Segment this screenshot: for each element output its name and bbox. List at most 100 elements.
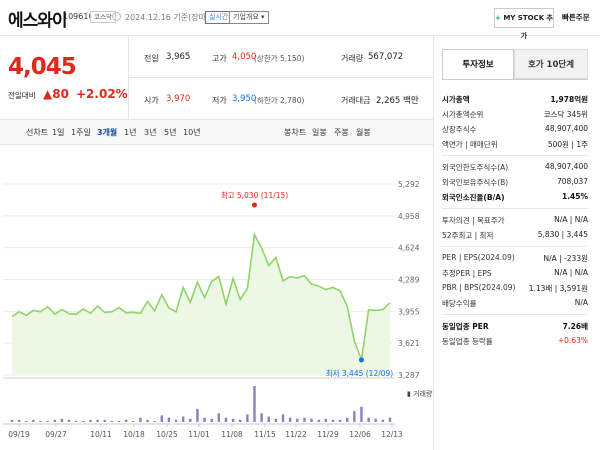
volume-legend: ▮ 거래량 xyxy=(407,389,433,398)
company-overview-button[interactable]: 기업개요 ▾ xyxy=(229,11,269,24)
info-value: 708,037 xyxy=(556,177,588,186)
tab-orderbook-10[interactable]: 호가 10단계 xyxy=(514,49,588,79)
price-point xyxy=(268,265,270,267)
volume-bar xyxy=(117,420,121,422)
price-point xyxy=(218,276,220,278)
volume-label: 거래량 xyxy=(341,54,364,63)
info-label: PBR | BPS(2024.09) xyxy=(442,283,516,292)
volume-bar xyxy=(367,417,370,422)
period-tab-bar xyxy=(0,119,433,145)
volume-bar xyxy=(174,419,178,422)
tab-3m[interactable]: 3개월 xyxy=(97,128,118,137)
volume-bar xyxy=(317,419,320,422)
info-label: 상장주식수 xyxy=(442,125,477,134)
info-label: 동일업종 등락률 xyxy=(442,337,493,346)
upper-limit: (상한가 5,150) xyxy=(254,54,305,63)
high-value: 4,050 xyxy=(232,52,257,62)
price-point xyxy=(47,306,49,308)
tab-3y[interactable]: 3년 xyxy=(144,128,157,137)
info-label: PER | EPS(2024.09) xyxy=(442,253,515,262)
tab-investment-info[interactable]: 투자정보 xyxy=(442,49,514,79)
volume-bar xyxy=(82,420,85,422)
info-separator xyxy=(442,246,588,247)
price-point xyxy=(375,310,377,312)
info-value: N/A | N/A xyxy=(554,215,588,224)
x-tick-label: 09/27 xyxy=(45,430,67,439)
info-row: 액면가 | 매매단위 500원 | 1주 xyxy=(442,139,588,152)
volume-bar xyxy=(74,420,78,422)
divider xyxy=(128,77,433,78)
tab-monthly[interactable]: 월봉 xyxy=(356,128,371,137)
price-point xyxy=(161,294,163,296)
x-tick-label: 12/06 xyxy=(349,430,371,439)
info-label: 투자의견 | 목표주가 xyxy=(442,216,505,225)
tab-1w[interactable]: 1주일 xyxy=(71,128,91,137)
info-value: 500원 | 1주 xyxy=(547,140,588,149)
price-point xyxy=(97,305,99,307)
price-area-fill xyxy=(12,234,390,375)
info-separator xyxy=(442,314,588,315)
volume-bar xyxy=(338,419,342,422)
volume-bar xyxy=(353,411,356,422)
info-row: 동일업종 등락률 +0.63% xyxy=(442,336,588,349)
volume-bar xyxy=(296,418,299,422)
high-marker xyxy=(251,202,257,208)
tab-line-chart[interactable]: 선차트 xyxy=(26,128,49,137)
price-point xyxy=(104,312,106,314)
info-row: PBR | BPS(2024.09) 1.13배 | 3,591원 xyxy=(442,283,588,296)
tab-candle-chart[interactable]: 봉차트 xyxy=(284,128,307,137)
info-value: 48,907,400 xyxy=(545,124,588,133)
tab-1d[interactable]: 1일 xyxy=(52,128,65,137)
info-label: 동일업종 PER xyxy=(442,322,489,331)
volume-bar xyxy=(32,419,35,422)
volume-bar xyxy=(110,420,114,422)
price-point xyxy=(289,276,291,278)
y-tick-label: 4,958 xyxy=(398,212,420,221)
price-chart[interactable]: 5,292 4,958 4,624 4,289 3,955 3,621 3,287 최고 5… xyxy=(0,146,433,450)
volume-bar xyxy=(139,417,142,422)
volume-bar xyxy=(239,419,242,422)
volume-bar xyxy=(153,420,156,422)
volume-bar xyxy=(253,386,256,422)
info-label: 시가총액순위 xyxy=(442,110,484,119)
x-tick-label: 11/15 xyxy=(254,430,276,439)
high-annotation: 최고 5,030 (11/15) xyxy=(221,190,289,200)
price-point xyxy=(175,311,177,313)
info-value: 1.45% xyxy=(561,192,588,201)
y-tick-label: 3,621 xyxy=(398,339,420,348)
price-point xyxy=(339,290,341,292)
volume-bar xyxy=(217,413,221,422)
info-value: +0.63% xyxy=(557,336,588,345)
price-point xyxy=(90,312,92,314)
realtime-button[interactable]: 실시간 xyxy=(205,11,233,24)
reference-date: 2024.12.16 기준(장마감) xyxy=(125,13,217,22)
x-tick-label: 11/01 xyxy=(188,430,210,439)
tab-1y[interactable]: 1년 xyxy=(124,128,137,137)
tab-weekly[interactable]: 주봉 xyxy=(334,128,349,137)
stock-name: 에스와이 xyxy=(8,11,68,31)
price-point xyxy=(33,310,35,312)
volume-bar xyxy=(360,406,363,422)
volume-bar xyxy=(10,419,14,422)
volume-bars xyxy=(10,386,392,422)
volume-bar xyxy=(146,419,149,422)
price-point xyxy=(389,302,391,304)
tab-10y[interactable]: 10년 xyxy=(183,128,201,137)
price-point xyxy=(25,314,27,316)
tab-5y[interactable]: 5년 xyxy=(164,128,177,137)
quick-order-button[interactable]: 빠른주문 xyxy=(562,13,590,22)
tab-daily[interactable]: 일봉 xyxy=(312,128,327,137)
volume-bar xyxy=(388,417,392,422)
info-value: 5,830 | 3,445 xyxy=(537,230,588,239)
volume-bar xyxy=(224,417,228,422)
info-label: 시가총액 xyxy=(442,95,470,104)
y-tick-label: 4,289 xyxy=(398,276,420,285)
add-mystock-button[interactable]: + MY STOCK 추가 xyxy=(494,8,554,40)
info-value: 48,907,400 xyxy=(545,162,588,171)
price-point xyxy=(225,303,227,305)
low-value: 3,950 xyxy=(232,94,257,104)
info-row: 동일업종 PER 7.26배 xyxy=(442,321,588,334)
price-point xyxy=(182,287,184,289)
info-value: 7.26배 xyxy=(562,322,588,331)
price-point xyxy=(282,280,284,282)
